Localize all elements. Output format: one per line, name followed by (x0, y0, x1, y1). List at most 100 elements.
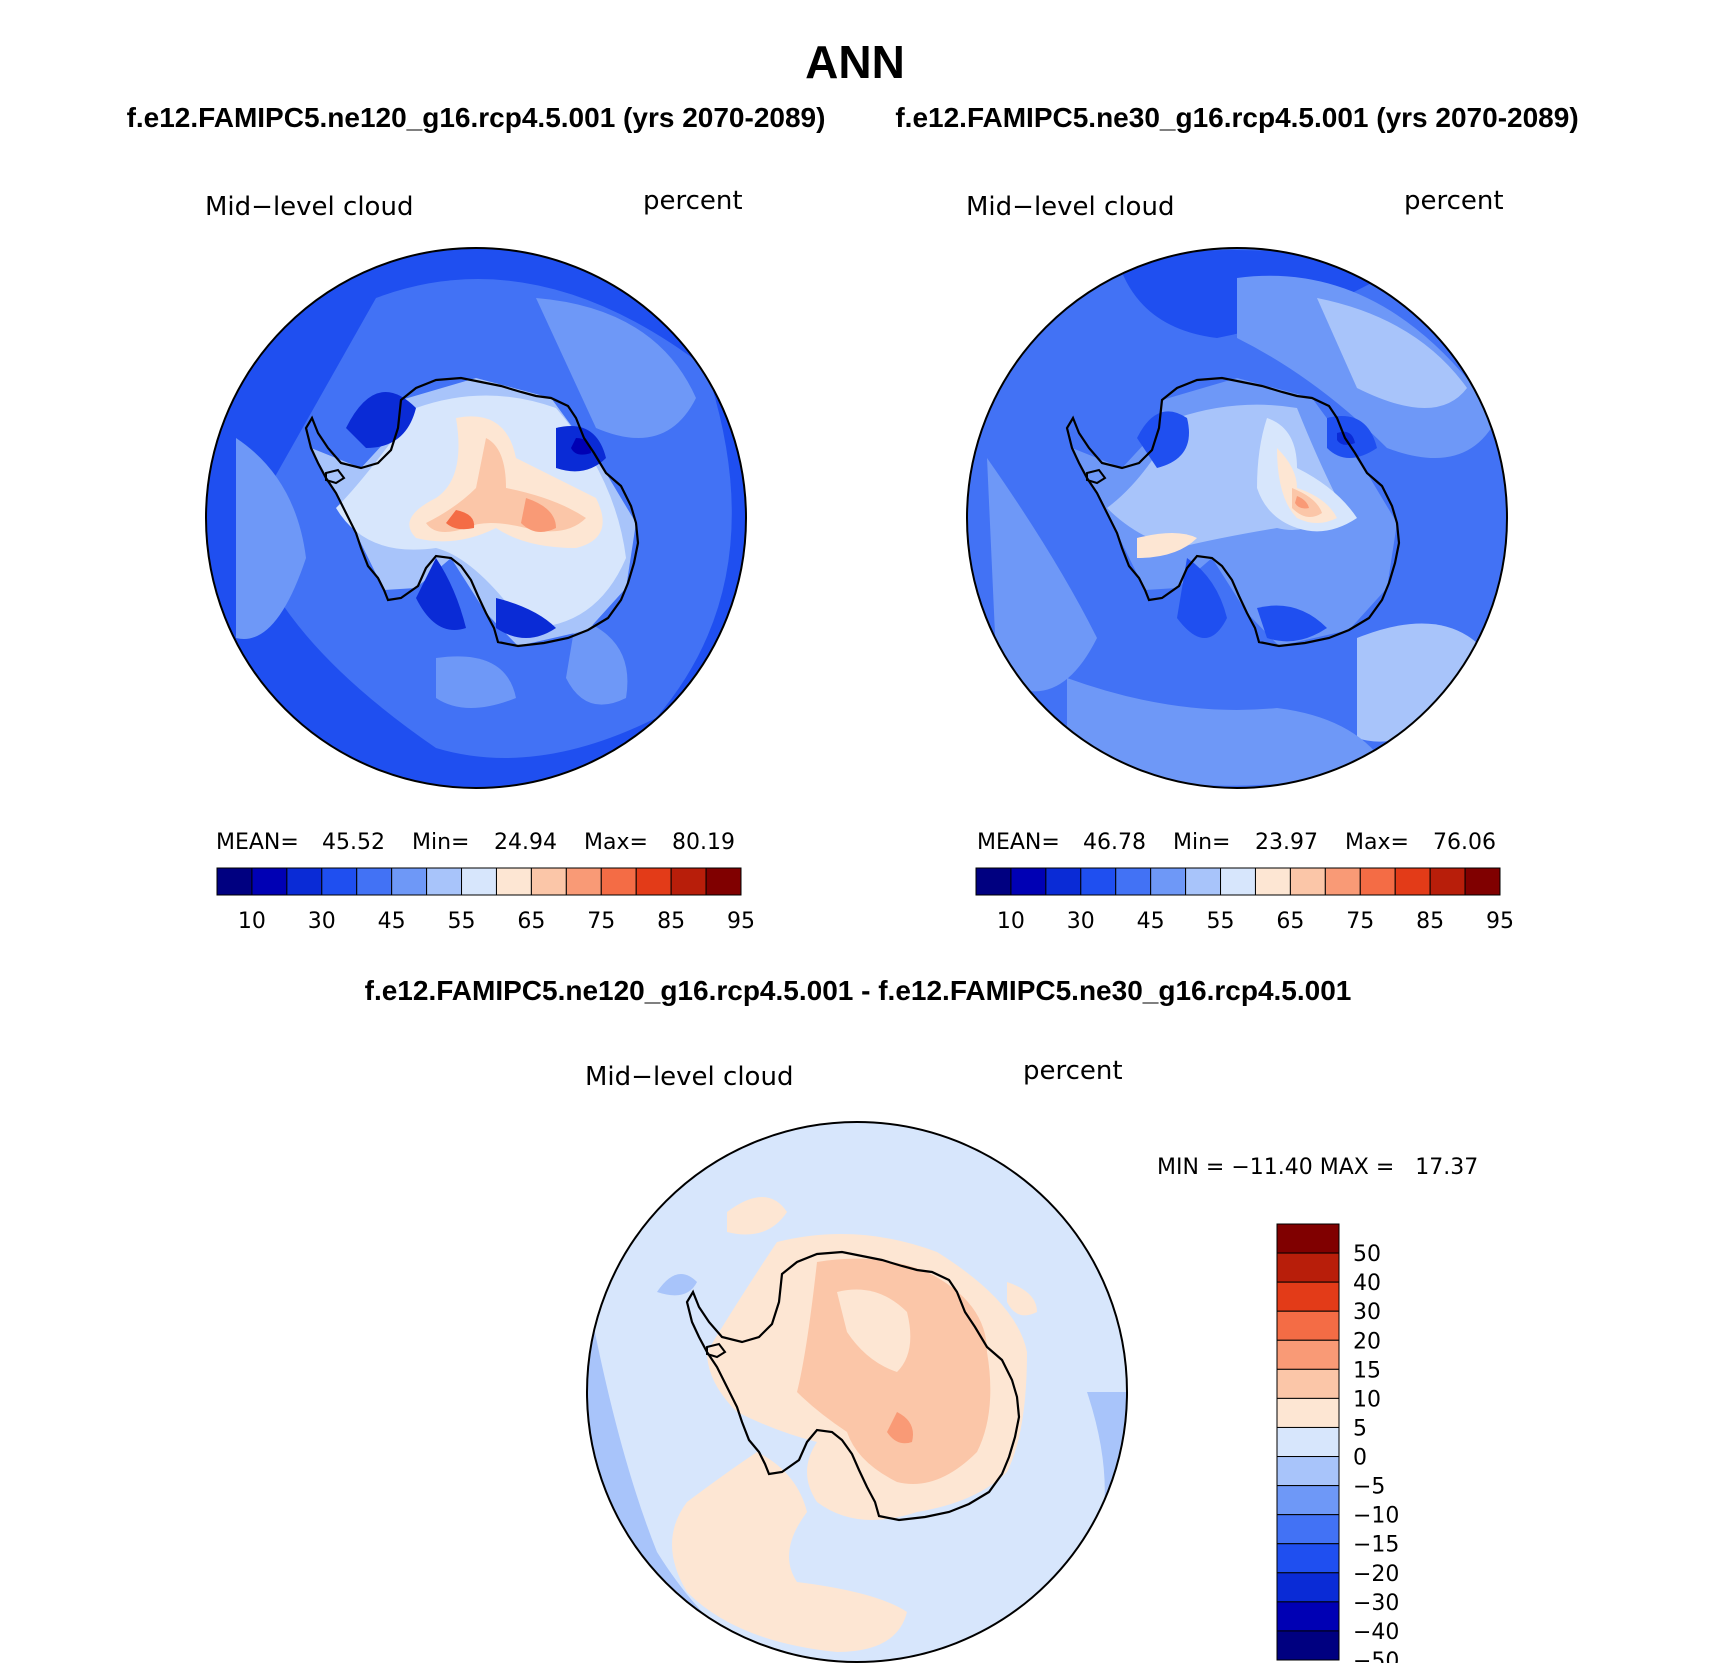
colorbar-tick-label: 40 (1353, 1271, 1381, 1296)
colorbar-swatch (1429, 867, 1466, 896)
difference-units: percent (1023, 1056, 1123, 1086)
colorbar-swatch (391, 867, 428, 896)
colorbar-tick-label: 75 (587, 909, 615, 934)
colorbar-tick-label: 50 (1353, 1242, 1381, 1267)
colorbar-tick-label: 75 (1346, 909, 1374, 934)
colorbar-tick-label: 65 (517, 909, 545, 934)
colorbar-swatch (1276, 1485, 1340, 1516)
colorbar-tick-label: 5 (1353, 1416, 1367, 1441)
panel-right-max-label: Max= (1345, 830, 1409, 855)
colorbar-swatch (600, 867, 637, 896)
colorbar-tick-label: −15 (1353, 1533, 1399, 1558)
panel-left: Mid−level cloud percent (205, 186, 755, 934)
colorbar-tick-label: 95 (1486, 909, 1514, 934)
panel-right-max-value: 76.06 (1433, 830, 1496, 855)
panel-left-mean-label: MEAN= (216, 830, 299, 855)
colorbar-tick-label: 45 (378, 909, 406, 934)
figure-title: ANN (805, 36, 905, 88)
colorbar-swatch (565, 867, 602, 896)
colorbar-swatch (251, 867, 288, 896)
colorbar-tick-label: 20 (1353, 1329, 1381, 1354)
colorbar-swatch (1115, 867, 1152, 896)
panel-right-colorbar: 10 30 45 55 65 75 85 95 (975, 867, 1514, 934)
colorbar-tick-label: −20 (1353, 1562, 1399, 1587)
difference-map (586, 1121, 1128, 1663)
colorbar-swatch (1464, 867, 1501, 896)
panel-right-variable: Mid−level cloud (966, 192, 1174, 222)
colorbar-swatch (1276, 1426, 1340, 1458)
difference-title: f.e12.FAMIPC5.ne120_g16.rcp4.5.001 - f.e… (365, 975, 1352, 1006)
panel-right: Mid−level cloud percent (966, 186, 1514, 934)
colorbar-swatch (1394, 867, 1431, 896)
panel-right-min-value: 23.97 (1255, 830, 1318, 855)
panel-left-max-label: Max= (584, 830, 648, 855)
colorbar-tick-label: 30 (1353, 1300, 1381, 1325)
colorbar-tick-label: 15 (1353, 1358, 1381, 1383)
colorbar-swatch (1276, 1223, 1340, 1254)
colorbar-swatch (461, 867, 497, 896)
colorbar-swatch (1010, 867, 1047, 896)
colorbar-swatch (1359, 867, 1396, 896)
colorbar-swatch (1276, 1281, 1340, 1312)
difference-variable: Mid−level cloud (585, 1062, 793, 1092)
subtitle-right: f.e12.FAMIPC5.ne30_g16.rcp4.5.001 (yrs 2… (895, 102, 1578, 133)
colorbar-swatch (1276, 1630, 1340, 1661)
colorbar-tick-label: 95 (727, 909, 755, 934)
colorbar-swatch (1080, 867, 1117, 896)
subtitle-left: f.e12.FAMIPC5.ne120_g16.rcp4.5.001 (yrs … (127, 102, 826, 133)
panel-left-mean-value: 45.52 (322, 830, 385, 855)
colorbar-swatch (975, 867, 1012, 896)
panel-left-units: percent (643, 186, 743, 216)
panel-left-map (205, 247, 747, 789)
colorbar-swatch (321, 867, 358, 896)
colorbar-tick-label: 55 (1207, 909, 1235, 934)
panel-right-units: percent (1404, 186, 1504, 216)
panel-difference: Mid−level cloud percent MIN = −11.40 MAX… (585, 1056, 1478, 1663)
colorbar-tick-label: 30 (1067, 909, 1095, 934)
colorbar-swatch (705, 867, 742, 896)
colorbar-tick-label: 55 (448, 909, 476, 934)
panel-left-colorbar: 10 30 45 55 65 75 85 95 (216, 867, 755, 934)
colorbar-swatch (635, 867, 672, 896)
colorbar-swatch (1220, 867, 1256, 896)
colorbar-swatch (426, 867, 463, 896)
colorbar-tick-label: 10 (1353, 1387, 1381, 1412)
colorbar-tick-label: −30 (1353, 1591, 1399, 1616)
colorbar-tick-label: 85 (657, 909, 685, 934)
colorbar-swatch (1276, 1601, 1340, 1632)
colorbar-swatch (530, 867, 567, 896)
colorbar-swatch (286, 867, 323, 896)
colorbar-swatch (1276, 1310, 1340, 1341)
colorbar-swatch (1276, 1397, 1340, 1428)
colorbar-swatch (1150, 867, 1187, 896)
colorbar-swatch (356, 867, 393, 896)
colorbar-swatch (1276, 1514, 1340, 1545)
colorbar-swatch (1276, 1252, 1340, 1283)
panel-right-mean-label: MEAN= (977, 830, 1060, 855)
colorbar-swatch (1289, 867, 1326, 896)
colorbar-tick-label: −40 (1353, 1620, 1399, 1645)
panel-left-max-value: 80.19 (672, 830, 735, 855)
colorbar-swatch (216, 867, 253, 896)
panel-right-mean-value: 46.78 (1083, 830, 1146, 855)
colorbar-tick-label: 0 (1353, 1446, 1367, 1471)
colorbar-swatch (1254, 867, 1291, 896)
colorbar-swatch (1324, 867, 1361, 896)
panel-right-map (966, 247, 1508, 789)
colorbar-tick-label: 85 (1416, 909, 1444, 934)
difference-minmax: MIN = −11.40 MAX = 17.37 (1157, 1155, 1478, 1180)
colorbar-swatch (1276, 1572, 1340, 1603)
colorbar-swatch (495, 867, 532, 896)
colorbar-tick-label: 10 (238, 909, 266, 934)
colorbar-swatch (670, 867, 707, 896)
colorbar-tick-label: −5 (1353, 1475, 1385, 1500)
colorbar-tick-label: 30 (308, 909, 336, 934)
colorbar-tick-label: 10 (997, 909, 1025, 934)
colorbar-swatch (1276, 1543, 1340, 1574)
colorbar-swatch (1276, 1368, 1340, 1399)
panel-right-min-label: Min= (1173, 830, 1230, 855)
colorbar-tick-label: 45 (1137, 909, 1165, 934)
colorbar-tick-label: −10 (1353, 1504, 1399, 1529)
